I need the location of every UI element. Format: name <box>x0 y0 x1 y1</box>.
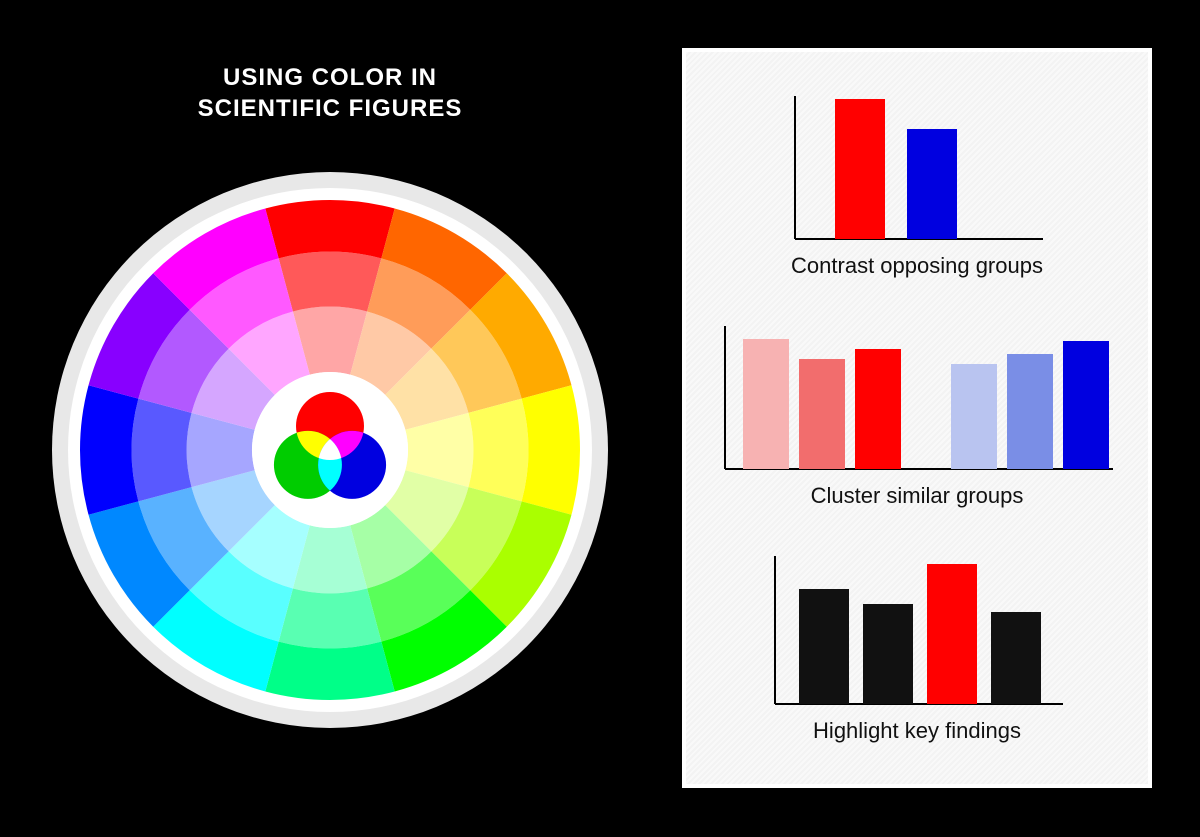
bar <box>927 564 977 704</box>
examples-panel: Contrast opposing groups Cluster similar … <box>682 48 1152 788</box>
example-caption: Contrast opposing groups <box>791 253 1043 279</box>
bar-chart <box>787 92 1047 247</box>
example-caption: Highlight key findings <box>813 718 1021 744</box>
bar-chart <box>717 322 1117 477</box>
bar <box>951 364 997 469</box>
bar <box>855 349 901 469</box>
bar <box>1007 354 1053 469</box>
bar <box>991 612 1041 704</box>
bar <box>799 359 845 469</box>
bar <box>835 99 885 239</box>
bar <box>799 589 849 704</box>
example-contrast: Contrast opposing groups <box>714 92 1120 279</box>
page-title: USING COLOR IN SCIENTIFIC FIGURES <box>100 62 560 124</box>
bar <box>863 604 913 704</box>
example-caption: Cluster similar groups <box>811 483 1024 509</box>
title-line-2: SCIENTIFIC FIGURES <box>198 95 463 122</box>
bar-chart <box>767 552 1067 712</box>
bar <box>1063 341 1109 469</box>
bar <box>743 339 789 469</box>
title-line-1: USING COLOR IN <box>223 64 437 91</box>
color-wheel <box>50 170 610 730</box>
example-cluster: Cluster similar groups <box>714 322 1120 509</box>
bar <box>907 129 957 239</box>
example-highlight: Highlight key findings <box>714 552 1120 744</box>
